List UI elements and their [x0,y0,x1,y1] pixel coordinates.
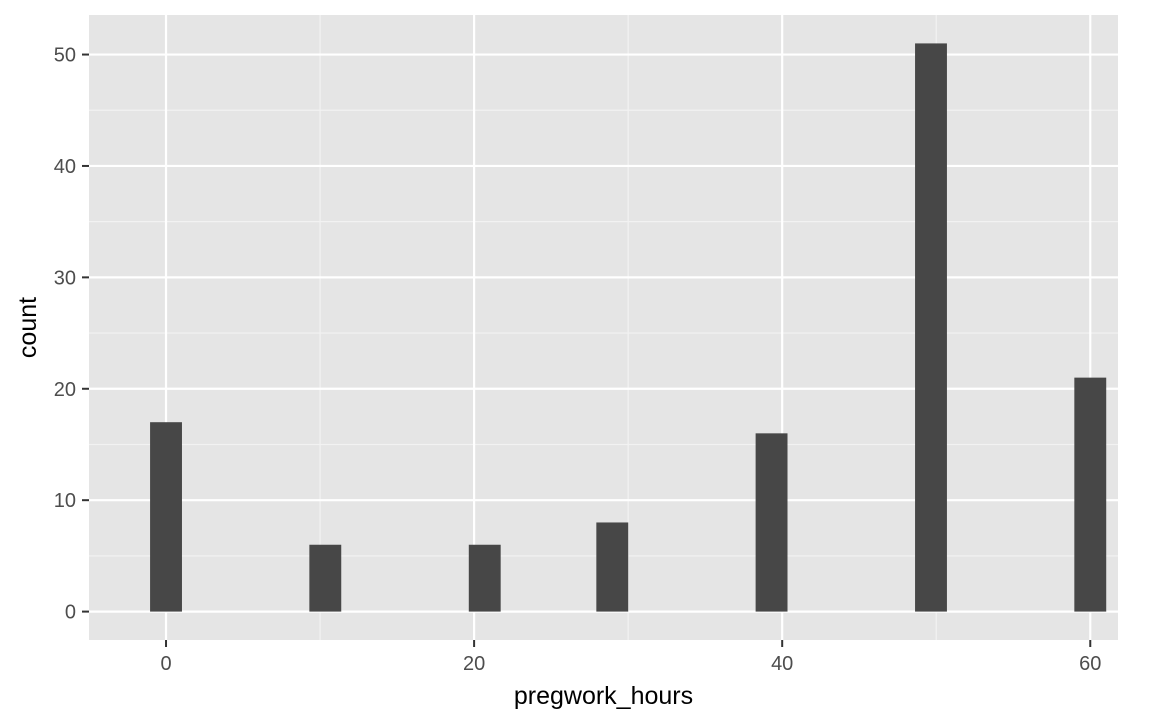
y-tick-label: 0 [65,602,76,624]
histogram-bar [150,422,182,612]
y-tick-label: 10 [54,490,76,512]
y-tick-label: 40 [54,156,76,178]
y-axis-title: count [14,297,42,358]
y-tick-label: 30 [54,267,76,289]
histogram-bar [755,433,788,612]
y-tick-label: 20 [54,379,76,401]
histogram-bar [596,522,629,612]
histogram-bar [468,544,501,612]
x-tick-label: 0 [160,653,171,675]
histogram-bar [309,544,342,612]
tick-marks [82,53,1092,647]
histogram-bar [1074,377,1107,612]
histogram-bar [915,43,947,612]
x-axis-title: pregwork_hours [514,682,693,710]
x-tick-label: 60 [1079,653,1101,675]
bars [150,43,1107,612]
tick-labels: 0 20 40 60 0 10 20 30 40 50 [54,45,1102,675]
x-tick-label: 40 [771,653,793,675]
y-tick-label: 50 [54,45,76,67]
x-tick-label: 20 [463,653,485,675]
